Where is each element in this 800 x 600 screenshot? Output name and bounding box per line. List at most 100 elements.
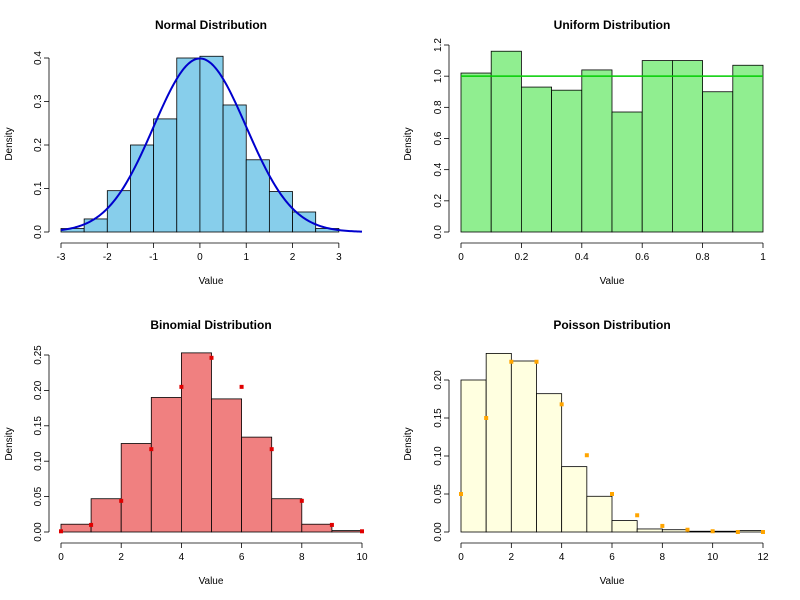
data-point [89, 522, 94, 527]
histogram-bar [641, 60, 673, 233]
x-tick-label: 6 [239, 552, 245, 563]
histogram-bar [292, 211, 317, 233]
histogram-bar [536, 393, 563, 533]
x-tick-label: 4 [559, 552, 565, 563]
y-axis-label: Density [4, 427, 15, 460]
y-tick-label: 0.2 [33, 138, 44, 152]
histogram-bar [120, 443, 152, 533]
histogram-bar [60, 523, 92, 533]
histogram-bar [222, 104, 247, 233]
y-axis-label: Density [403, 427, 414, 460]
histogram-bar [331, 530, 363, 533]
x-tick-label: 12 [757, 552, 769, 563]
histogram-bar [490, 50, 522, 233]
x-tick-label: 0.4 [575, 252, 589, 263]
chart-title: Normal Distribution [155, 18, 267, 32]
histogram-bar [510, 360, 537, 533]
y-tick-label: 0.05 [433, 484, 444, 504]
y-tick-label: 0.1 [33, 181, 44, 195]
histogram-bar [737, 530, 764, 533]
data-point [179, 384, 184, 389]
data-point [559, 402, 564, 407]
y-tick-label: 0.00 [433, 522, 444, 542]
x-tick-label: 1 [760, 252, 766, 263]
x-tick-label: 10 [356, 552, 368, 563]
data-point [660, 523, 665, 528]
y-tick-label: 0.6 [433, 131, 444, 145]
y-tick-label: 0.10 [33, 451, 44, 471]
y-axis-label: Density [4, 127, 15, 160]
data-point [119, 498, 124, 503]
x-tick-label: 0 [197, 252, 203, 263]
histogram-bar [176, 57, 201, 233]
data-point [735, 530, 740, 534]
x-tick-label: 0.8 [696, 252, 710, 263]
histogram-bar [581, 69, 613, 233]
histogram-bar [180, 352, 212, 533]
x-tick-label: 0 [458, 252, 464, 263]
chart-title: Poisson Distribution [553, 318, 670, 332]
y-tick-label: 1.2 [433, 38, 444, 52]
bars [460, 352, 764, 533]
histogram-bar [150, 397, 182, 533]
histogram-bar [521, 86, 553, 233]
histogram-bar [712, 530, 739, 533]
data-point [459, 492, 463, 496]
y-tick-label: 0.4 [433, 162, 444, 176]
histogram-bar [241, 436, 273, 533]
data-point [610, 492, 614, 496]
data-point [360, 529, 364, 534]
data-point [299, 498, 304, 503]
histogram-bar [672, 60, 704, 233]
bars [460, 50, 764, 233]
chart-title: Binomial Distribution [150, 318, 271, 332]
histogram-bar [611, 520, 638, 533]
x-tick-label: -3 [57, 252, 66, 263]
data-point [59, 529, 63, 534]
y-tick-label: 0.4 [33, 51, 44, 65]
histogram-bar [83, 218, 108, 233]
y-tick-label: 0.0 [33, 225, 44, 239]
x-axis-label: Value [600, 276, 625, 287]
chart-title: Uniform Distribution [554, 18, 671, 32]
histogram-bar [106, 190, 131, 233]
y-tick-label: 0.15 [433, 408, 444, 428]
histogram-bar [636, 528, 663, 533]
histogram-bar [702, 91, 734, 233]
histogram-bar [90, 498, 122, 533]
y-axis: 0.0 0.2 0.4 0.6 0.8 1.0 1.2 [433, 38, 450, 239]
histogram-bar [485, 352, 512, 533]
x-axis: 0 2 4 6 8 10 [58, 542, 368, 563]
x-axis: -3 -2 -1 0 1 2 3 [57, 242, 342, 263]
points [459, 359, 765, 534]
panel-uniform: Uniform Distribution Value Density 0 0.2 0… [403, 18, 766, 287]
x-tick-label: 6 [609, 552, 615, 563]
histogram-bar [268, 191, 293, 233]
panel-binomial: Binomial Distribution Value Density 0 2 4 6… [4, 318, 368, 587]
y-axis-label: Density [403, 127, 414, 160]
histogram-bar [611, 111, 643, 233]
data-point [635, 513, 640, 518]
x-tick-label: 1 [243, 252, 249, 263]
y-tick-label: 0.10 [433, 446, 444, 466]
x-tick-label: 8 [660, 552, 666, 563]
y-tick-label: 1.0 [433, 69, 444, 83]
bars [60, 55, 340, 233]
density-curve [60, 57, 363, 233]
x-axis-label: Value [199, 576, 224, 587]
histogram-bar [199, 55, 224, 233]
histogram-bar [551, 89, 583, 233]
histogram-bar [130, 144, 155, 233]
y-axis: 0.00 0.05 0.10 0.15 0.20 [433, 370, 450, 542]
histogram-bar [271, 498, 303, 533]
y-tick-label: 0.0 [433, 225, 444, 239]
histogram-bar [561, 466, 588, 533]
data-point [761, 530, 765, 534]
panel-normal: Normal Distribution Value Density -3 -2 -1… [4, 18, 363, 287]
x-axis-label: Value [199, 276, 224, 287]
histogram-bar [661, 529, 688, 533]
y-tick-label: 0.2 [433, 193, 444, 207]
histogram-bar [687, 530, 714, 533]
histogram-bar [211, 398, 243, 533]
